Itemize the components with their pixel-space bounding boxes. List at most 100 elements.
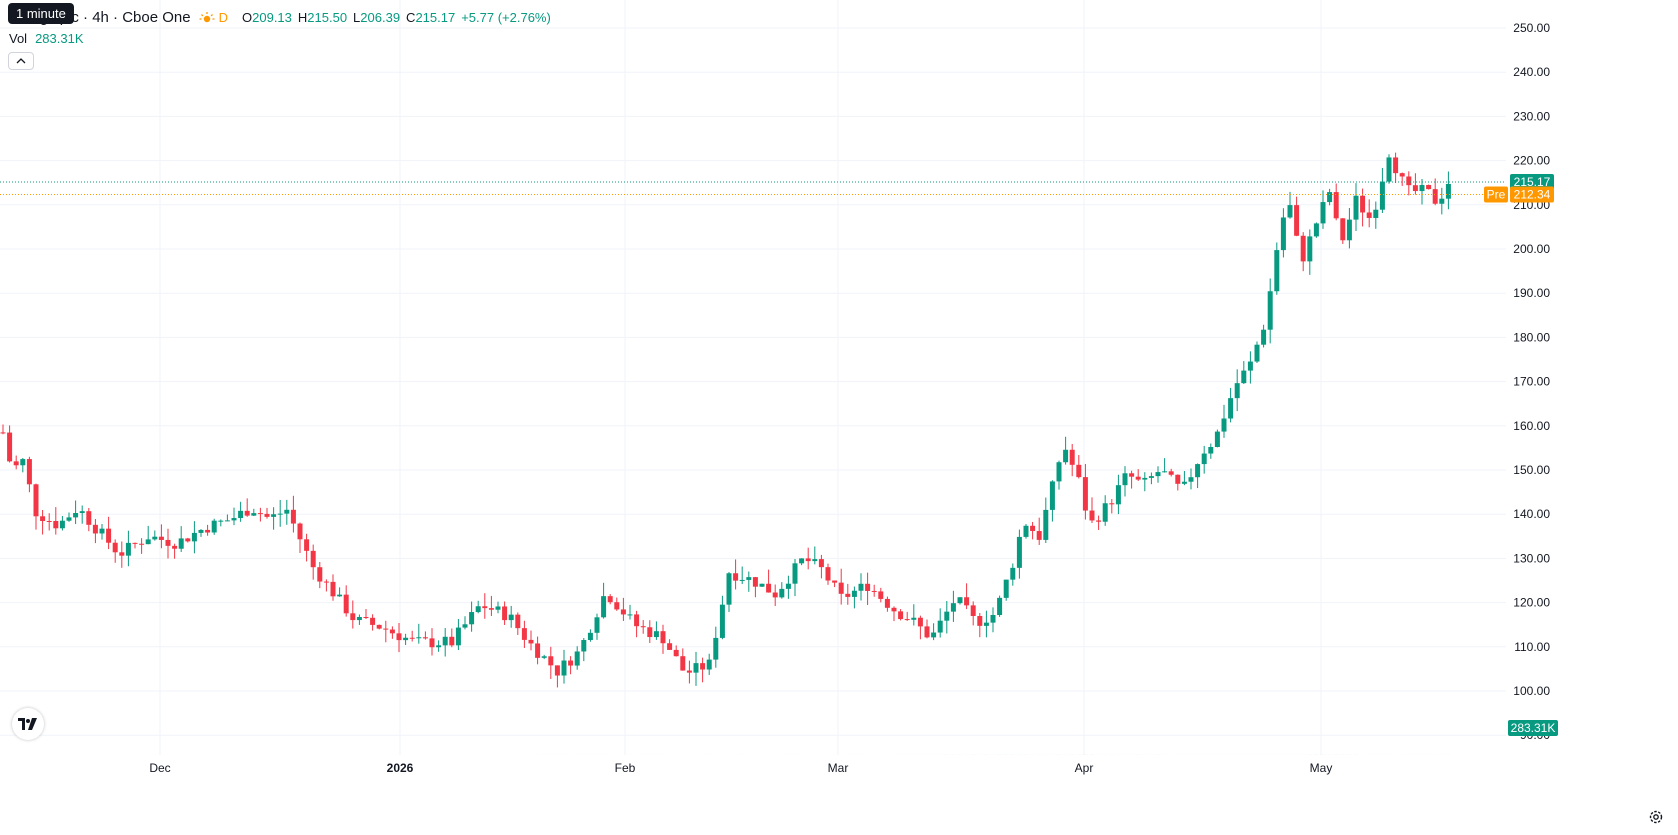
y-tick-label: 230.00	[1513, 109, 1550, 123]
candle-body	[343, 594, 349, 614]
candle-body	[290, 509, 296, 524]
pre-price-tag	[1510, 186, 1554, 203]
candle-body	[871, 590, 877, 592]
candle-body	[911, 617, 917, 620]
candle-body	[462, 624, 468, 628]
y-tick-label: 140.00	[1513, 507, 1550, 521]
candle-body	[970, 605, 976, 616]
candle-body	[396, 633, 402, 641]
candle-body	[865, 583, 871, 591]
candle-body	[1313, 223, 1319, 237]
y-tick-label: 100.00	[1513, 684, 1550, 698]
candle-body	[812, 559, 818, 562]
candle-body	[713, 637, 719, 660]
candle-body	[983, 622, 989, 626]
candle-body	[766, 583, 772, 593]
candle-body	[475, 606, 481, 613]
candle-body	[719, 604, 725, 638]
candle-body	[1419, 185, 1425, 192]
candle-body	[1175, 474, 1181, 484]
candle-body	[1082, 477, 1088, 511]
candle-body	[449, 636, 455, 646]
tradingview-logo-icon[interactable]	[12, 708, 44, 740]
candle-body	[416, 637, 422, 639]
candle-body	[1023, 525, 1029, 537]
chart-grid	[0, 0, 1506, 755]
candle-body	[937, 620, 943, 633]
candle-body	[594, 617, 600, 633]
candle-body	[502, 606, 508, 621]
candle-body	[673, 649, 679, 657]
candle-body	[977, 615, 983, 626]
candle-body	[1399, 173, 1405, 177]
candle-body	[785, 583, 791, 589]
candle-body	[759, 583, 765, 587]
candle-body	[389, 629, 395, 634]
candle-body	[739, 579, 745, 581]
candle-body	[330, 581, 336, 597]
candle-body	[931, 632, 937, 638]
candle-body	[950, 603, 956, 612]
candle-body	[1254, 344, 1260, 362]
candle-body	[20, 459, 26, 466]
candle-body	[172, 545, 178, 549]
candle-body	[1063, 449, 1069, 463]
candle-body	[706, 659, 712, 670]
candle-body	[726, 573, 732, 605]
candle-body	[1340, 218, 1346, 241]
time-axis[interactable]: Dec 2026 Feb Mar Apr May	[149, 761, 1332, 775]
candle-body	[178, 538, 184, 549]
candle-body	[310, 550, 316, 568]
last-price-tag-text: 215.17	[1514, 175, 1551, 189]
candle-body	[1208, 446, 1214, 454]
volume-tag	[1508, 720, 1558, 736]
candle-body	[1439, 198, 1445, 204]
candle-body	[1426, 185, 1432, 190]
interval-tooltip: 1 minute	[8, 3, 74, 24]
candle-body	[442, 636, 448, 646]
candle-body	[647, 627, 653, 638]
candle-body	[488, 608, 494, 610]
candle-body	[568, 660, 574, 666]
candle-body	[1135, 476, 1141, 480]
candle-body	[752, 577, 758, 587]
candle-body	[152, 536, 158, 540]
candle-body	[667, 643, 673, 650]
candle-body	[561, 660, 567, 676]
candle-body	[297, 523, 303, 540]
candle-body	[1003, 579, 1009, 598]
candle-body	[79, 511, 85, 513]
candle-body	[317, 567, 323, 582]
candle-body	[132, 542, 138, 544]
candle-body	[1069, 449, 1075, 465]
candle-body	[1195, 464, 1201, 478]
candle-body	[990, 615, 996, 623]
candle-body	[1386, 157, 1392, 182]
y-tick-label: 130.00	[1513, 551, 1550, 565]
candle-body	[1214, 431, 1220, 447]
candle-body	[158, 536, 164, 540]
candle-body	[653, 631, 659, 638]
candle-body	[521, 628, 527, 640]
candle-body	[535, 643, 541, 658]
collapse-legend-button[interactable]	[8, 52, 34, 70]
gear-icon[interactable]	[1646, 807, 1666, 827]
candle-body	[944, 611, 950, 621]
candle-body	[1432, 189, 1438, 204]
candle-body	[1155, 472, 1161, 477]
candle-body	[218, 520, 224, 522]
candle-body	[884, 598, 890, 608]
candle-body	[26, 459, 32, 485]
y-tick-label: 160.00	[1513, 419, 1550, 433]
candle-body	[832, 580, 838, 583]
price-axis[interactable]: 250.00240.00230.00220.00210.00200.00190.…	[1513, 21, 1550, 742]
candle-body	[1261, 329, 1267, 345]
candle-body	[1234, 383, 1240, 399]
candle-body	[957, 597, 963, 604]
candle-body	[370, 617, 376, 625]
candle-body	[1366, 212, 1372, 218]
candle-body	[191, 532, 197, 542]
candle-body	[620, 609, 626, 615]
candle-body	[145, 539, 151, 545]
